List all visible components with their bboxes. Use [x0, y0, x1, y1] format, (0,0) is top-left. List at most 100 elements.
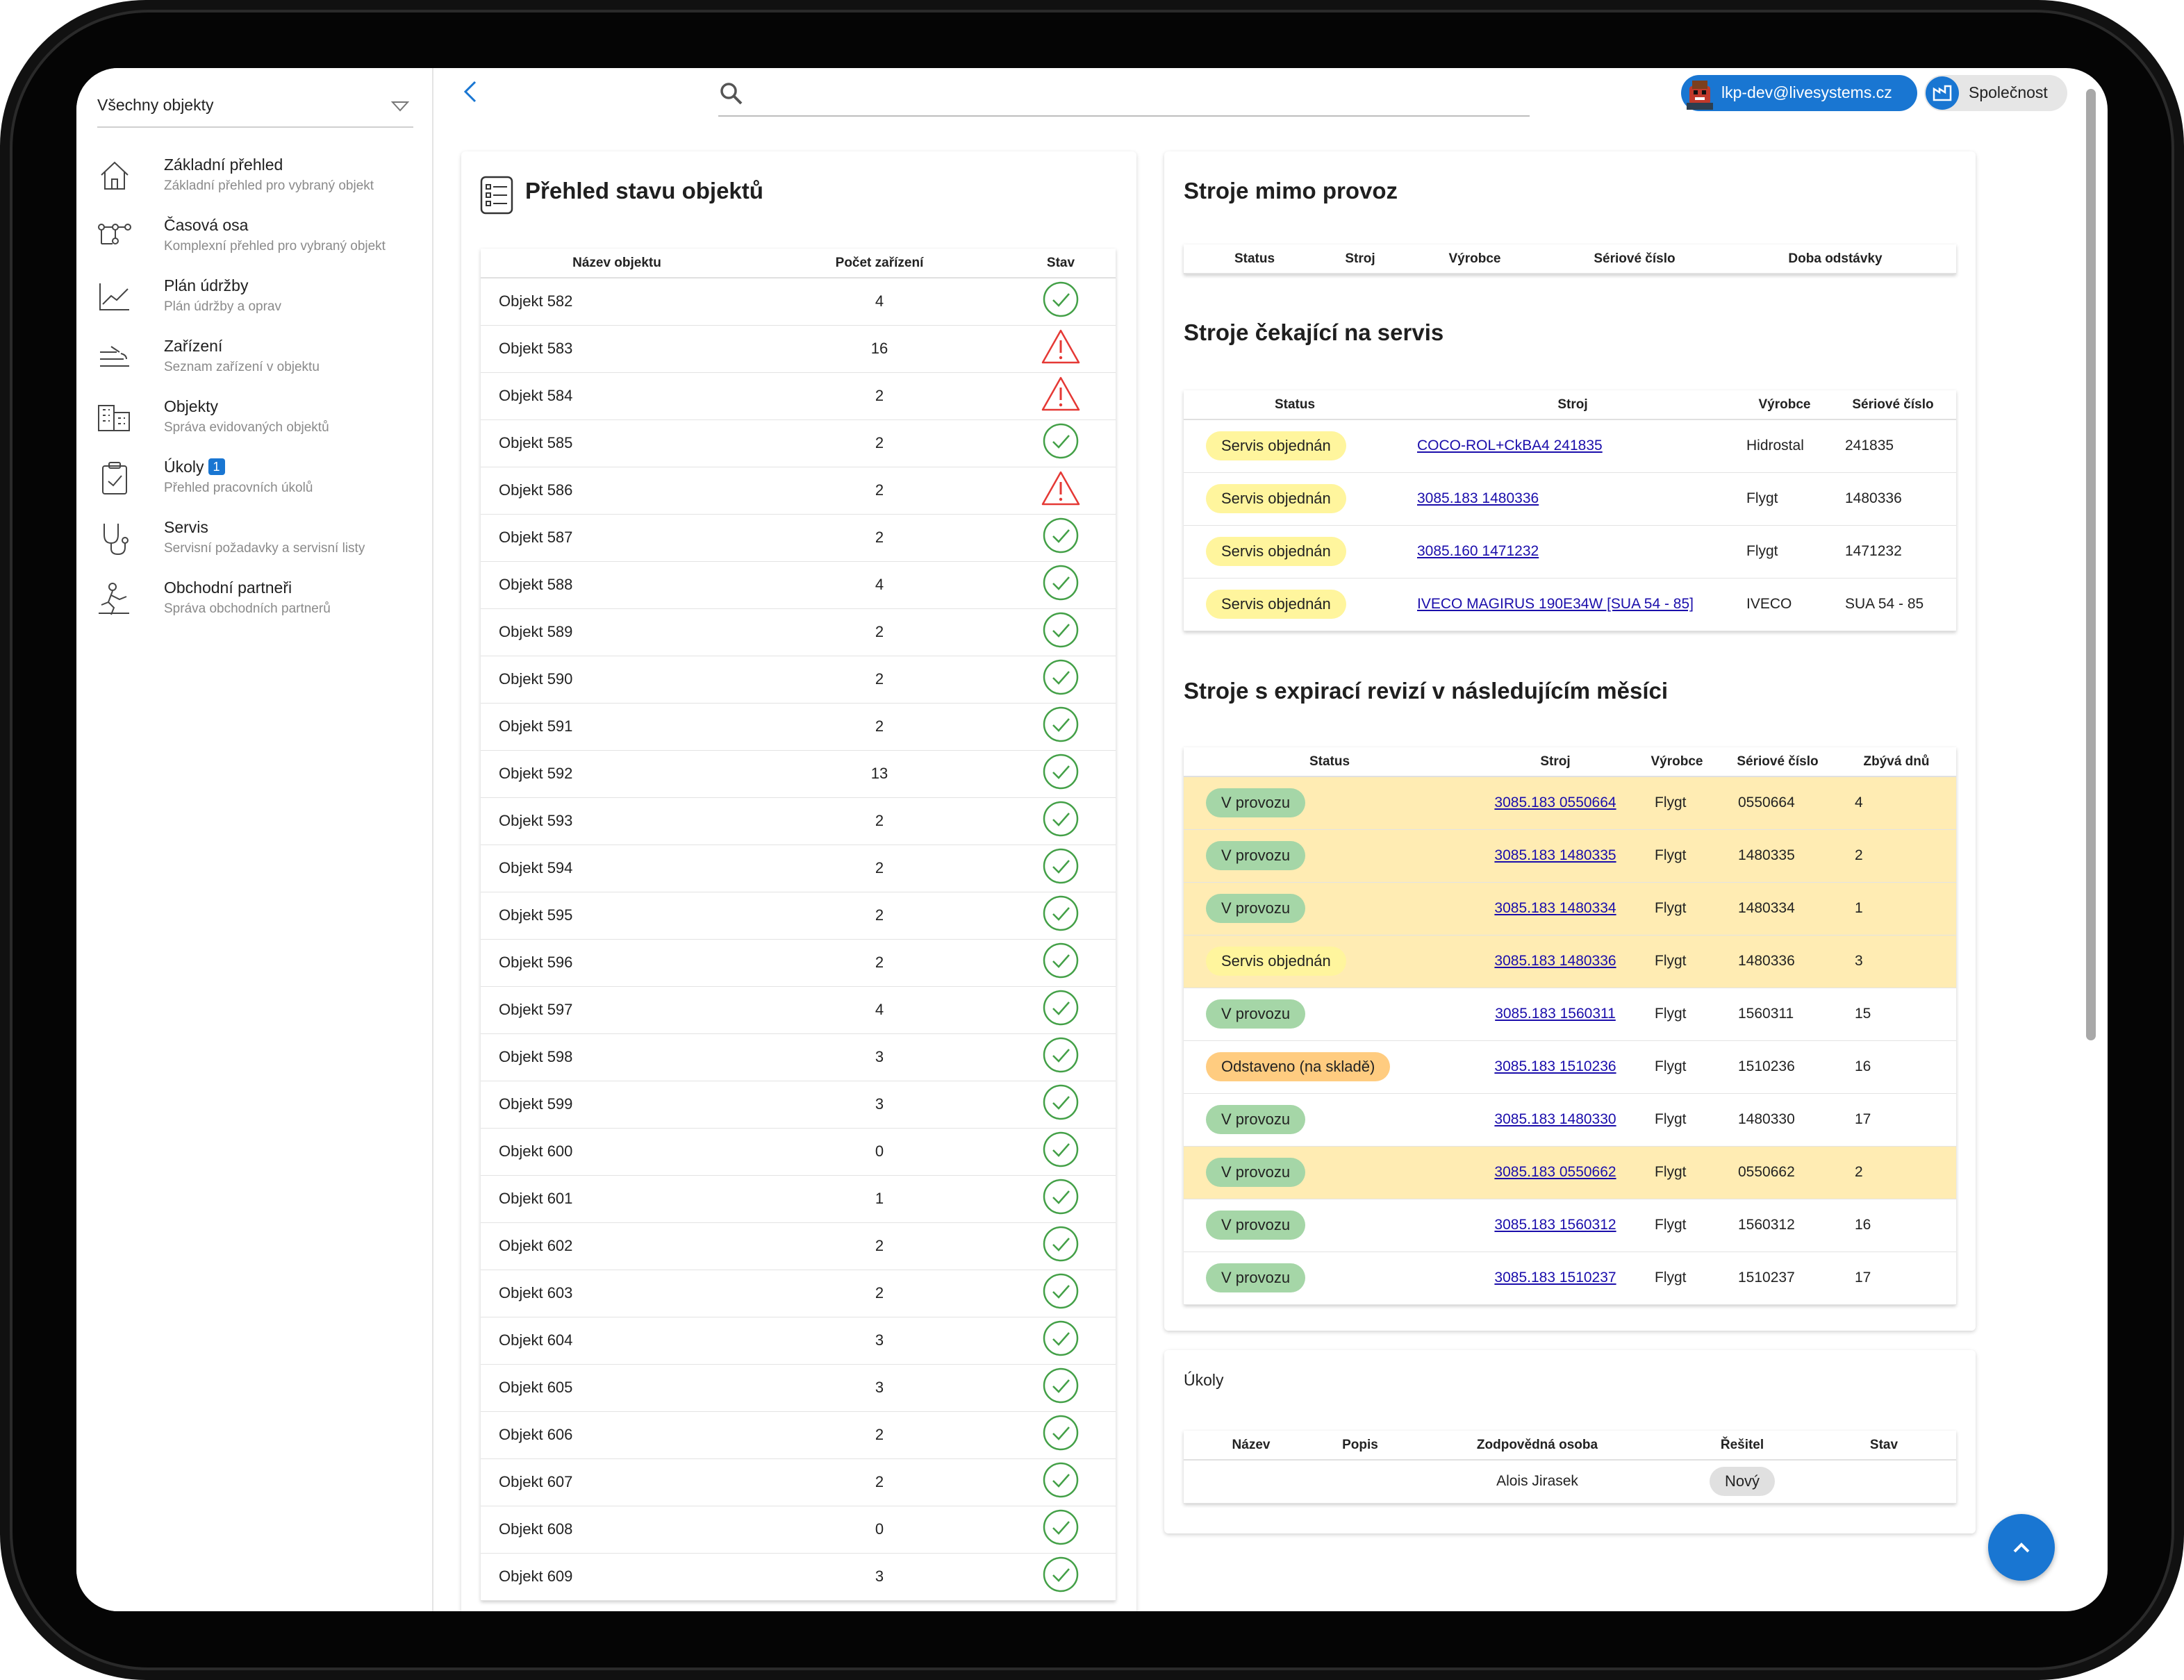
table-row[interactable]: Alois Jirasek Nový — [1184, 1460, 1956, 1504]
sidebar-item[interactable]: Obchodní partneři Správa obchodních partn… — [76, 574, 433, 635]
col-task-name[interactable]: Název — [1184, 1431, 1318, 1461]
table-row[interactable]: Servis objednán IVECO MAGIRUS 190E34W [SU… — [1184, 578, 1956, 631]
table-row[interactable]: Objekt 583 16 — [481, 325, 1116, 373]
machine-link[interactable]: 3085.183 1480330 — [1494, 1111, 1616, 1127]
days-left: 3 — [1837, 935, 1956, 988]
table-row[interactable]: V provozu 3085.183 1510237 Flygt 1510237 17 — [1184, 1251, 1956, 1305]
sidebar-item[interactable]: Úkoly 1 Přehled pracovních úkolů — [76, 454, 433, 514]
back-arrow-icon[interactable] — [457, 78, 485, 106]
table-row[interactable]: V provozu 3085.183 1560312 Flygt 1560312 16 — [1184, 1199, 1956, 1252]
col-solver[interactable]: Řešitel — [1673, 1431, 1812, 1461]
table-row[interactable]: Objekt 582 4 — [481, 278, 1116, 326]
sidebar-item-title: Základní přehled — [164, 156, 283, 174]
search-input[interactable] — [754, 78, 1519, 108]
col-maker[interactable]: Výrobce — [1635, 747, 1719, 777]
table-row[interactable]: V provozu 3085.183 1560311 Flygt 1560311 15 — [1184, 988, 1956, 1041]
table-row[interactable]: Objekt 595 2 — [481, 892, 1116, 940]
col-object-name[interactable]: Název objektu — [481, 249, 753, 278]
table-row[interactable]: Servis objednán COCO-ROL+CkBA4 241835 Hidr… — [1184, 419, 1956, 473]
col-machine[interactable]: Stroj — [1475, 747, 1635, 777]
machine-link[interactable]: 3085.183 1560311 — [1495, 1006, 1616, 1022]
col-task-state[interactable]: Stav — [1812, 1431, 1956, 1461]
table-row[interactable]: Objekt 607 2 — [481, 1458, 1116, 1506]
table-row[interactable]: Objekt 584 2 — [481, 372, 1116, 420]
col-machine[interactable]: Stroj — [1325, 244, 1395, 274]
machine-link[interactable]: 3085.183 1510236 — [1494, 1058, 1616, 1074]
table-row[interactable]: Objekt 586 2 — [481, 467, 1116, 515]
table-row[interactable]: Objekt 597 4 — [481, 986, 1116, 1034]
table-row[interactable]: V provozu 3085.183 1480335 Flygt 1480335 2 — [1184, 829, 1956, 883]
table-row[interactable]: Objekt 591 2 — [481, 703, 1116, 751]
table-row[interactable]: Objekt 594 2 — [481, 845, 1116, 892]
table-row[interactable]: V provozu 3085.183 0550664 Flygt 0550664 4 — [1184, 776, 1956, 830]
machine-link[interactable]: 3085.183 1480336 — [1417, 490, 1539, 506]
table-row[interactable]: Objekt 592 13 — [481, 750, 1116, 798]
table-row[interactable]: Objekt 593 2 — [481, 797, 1116, 845]
table-row[interactable]: Objekt 606 2 — [481, 1411, 1116, 1459]
col-serial[interactable]: Sériové číslo — [1719, 747, 1837, 777]
col-downtime[interactable]: Doba odstávky — [1714, 244, 1956, 274]
table-row[interactable]: V provozu 3085.183 1480334 Flygt 1480334 1 — [1184, 882, 1956, 935]
table-row[interactable]: Servis objednán 3085.160 1471232 Flygt 1471… — [1184, 525, 1956, 579]
col-status[interactable]: Status — [1184, 244, 1325, 274]
table-row[interactable]: Objekt 600 0 — [481, 1128, 1116, 1176]
table-row[interactable]: V provozu 3085.183 1480330 Flygt 1480330 17 — [1184, 1093, 1956, 1147]
table-row[interactable]: Objekt 587 2 — [481, 514, 1116, 562]
col-maker[interactable]: Výrobce — [1739, 390, 1830, 420]
machine-link[interactable]: IVECO MAGIRUS 190E34W [SUA 54 - 85] — [1417, 596, 1694, 612]
table-row[interactable]: Objekt 605 3 — [481, 1364, 1116, 1412]
col-serial[interactable]: Sériové číslo — [1555, 244, 1714, 274]
machine-link[interactable]: 3085.160 1471232 — [1417, 543, 1539, 559]
status-badge: Servis objednán — [1206, 947, 1346, 976]
object-selector[interactable]: Všechny objekty — [97, 93, 413, 128]
col-description[interactable]: Popis — [1318, 1431, 1402, 1461]
col-status[interactable]: Status — [1184, 390, 1406, 420]
col-status[interactable]: Status — [1184, 747, 1475, 777]
device-count: 2 — [753, 467, 1006, 515]
object-name: Objekt 606 — [481, 1411, 753, 1459]
table-row[interactable]: Objekt 596 2 — [481, 939, 1116, 987]
company-button[interactable]: Společnost — [1924, 75, 2067, 111]
sidebar-item[interactable]: Zařízení Seznam zařízení v objektu — [76, 333, 433, 393]
col-responsible[interactable]: Zodpovědná osoba — [1402, 1431, 1673, 1461]
col-device-count[interactable]: Počet zařízení — [753, 249, 1006, 278]
machine-link[interactable]: 3085.183 1480335 — [1494, 847, 1616, 863]
table-row[interactable]: Objekt 588 4 — [481, 561, 1116, 609]
col-serial[interactable]: Sériové číslo — [1830, 390, 1956, 420]
table-row[interactable]: Objekt 608 0 — [481, 1506, 1116, 1554]
table-row[interactable]: Objekt 590 2 — [481, 656, 1116, 704]
sidebar-item[interactable]: Servis Servisní požadavky a servisní list… — [76, 514, 433, 574]
machine-link[interactable]: 3085.183 0550662 — [1494, 1164, 1616, 1180]
table-row[interactable]: Objekt 589 2 — [481, 608, 1116, 656]
table-row[interactable]: Objekt 604 3 — [481, 1317, 1116, 1365]
sidebar-item[interactable]: Časová osa Komplexní přehled pro vybraný … — [76, 212, 433, 272]
table-row[interactable]: Objekt 585 2 — [481, 419, 1116, 467]
table-row[interactable]: Odstaveno (na skladě) 3085.183 1510236 Fly… — [1184, 1040, 1956, 1094]
table-row[interactable]: Servis objednán 3085.183 1480336 Flygt 1480… — [1184, 472, 1956, 526]
col-state[interactable]: Stav — [1006, 249, 1116, 278]
scrollbar[interactable] — [2086, 89, 2096, 1040]
search-icon[interactable] — [718, 81, 745, 107]
machine-link[interactable]: COCO-ROL+CkBA4 241835 — [1417, 438, 1603, 454]
sidebar-item[interactable]: Plán údržby Plán údržby a oprav — [76, 272, 433, 333]
sidebar-item[interactable]: Základní přehled Základní přehled pro vyb… — [76, 151, 433, 212]
table-row[interactable]: Objekt 599 3 — [481, 1081, 1116, 1129]
col-machine[interactable]: Stroj — [1406, 390, 1739, 420]
machine-link[interactable]: 3085.183 1510237 — [1494, 1270, 1616, 1286]
col-maker[interactable]: Výrobce — [1395, 244, 1555, 274]
table-row[interactable]: Servis objednán 3085.183 1480336 Flygt 1480… — [1184, 935, 1956, 988]
table-row[interactable]: Objekt 598 3 — [481, 1033, 1116, 1081]
table-row[interactable]: Objekt 603 2 — [481, 1270, 1116, 1317]
machine-link[interactable]: 3085.183 0550664 — [1494, 795, 1616, 811]
user-account-button[interactable]: lkp-dev@livesystems.cz — [1681, 75, 1917, 111]
table-row[interactable]: Objekt 602 2 — [481, 1222, 1116, 1270]
sidebar-item[interactable]: Objekty Správa evidovaných objektů — [76, 393, 433, 454]
table-row[interactable]: V provozu 3085.183 0550662 Flygt 0550662 2 — [1184, 1146, 1956, 1199]
table-row[interactable]: Objekt 609 3 — [481, 1553, 1116, 1601]
machine-link[interactable]: 3085.183 1480336 — [1494, 953, 1616, 969]
machine-link[interactable]: 3085.183 1560312 — [1494, 1217, 1616, 1233]
machine-link[interactable]: 3085.183 1480334 — [1494, 900, 1616, 916]
scroll-to-top-button[interactable] — [1988, 1514, 2055, 1581]
col-days-left[interactable]: Zbývá dnů — [1837, 747, 1956, 777]
table-row[interactable]: Objekt 601 1 — [481, 1175, 1116, 1223]
